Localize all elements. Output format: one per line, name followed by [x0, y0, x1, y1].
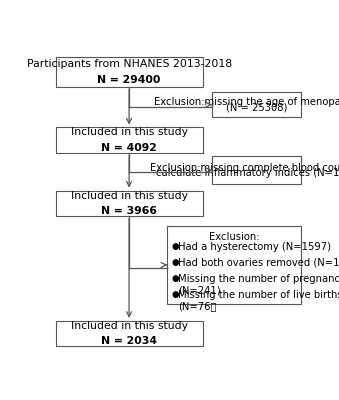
Text: (N = 25308): (N = 25308) — [226, 102, 287, 112]
Text: ●: ● — [171, 258, 179, 267]
FancyBboxPatch shape — [212, 92, 301, 117]
Text: calculate inflammatory indices (N=126): calculate inflammatory indices (N=126) — [157, 168, 339, 178]
FancyBboxPatch shape — [56, 128, 203, 153]
FancyBboxPatch shape — [56, 57, 203, 86]
Text: Missing the number of pregnancies
(N=241): Missing the number of pregnancies (N=241… — [178, 274, 339, 295]
Text: Missing the number of live births
(N=76）: Missing the number of live births (N=76） — [178, 290, 339, 311]
Text: Exclusion:: Exclusion: — [209, 232, 259, 242]
Text: ●: ● — [171, 242, 179, 251]
Text: N = 2034: N = 2034 — [101, 336, 157, 346]
Text: Included in this study: Included in this study — [71, 321, 187, 331]
Text: N = 4092: N = 4092 — [101, 143, 157, 153]
Text: Included in this study: Included in this study — [71, 190, 187, 200]
Text: N = 3966: N = 3966 — [101, 206, 157, 216]
Text: Exclusion:missing the age of menopause: Exclusion:missing the age of menopause — [154, 97, 339, 107]
Text: Participants from NHANES 2013-2018: Participants from NHANES 2013-2018 — [26, 59, 232, 69]
FancyBboxPatch shape — [56, 321, 203, 346]
FancyBboxPatch shape — [56, 191, 203, 216]
Text: ●: ● — [171, 274, 179, 283]
Text: Had both ovaries removed (N=18): Had both ovaries removed (N=18) — [178, 258, 339, 268]
FancyBboxPatch shape — [212, 156, 301, 184]
Text: N = 29400: N = 29400 — [97, 74, 161, 84]
FancyBboxPatch shape — [167, 226, 301, 304]
Text: Included in this study: Included in this study — [71, 127, 187, 137]
Text: ●: ● — [171, 290, 179, 299]
Text: Had a hysterectomy (N=1597): Had a hysterectomy (N=1597) — [178, 242, 331, 252]
Text: Exclusion:missing complete blood count to: Exclusion:missing complete blood count t… — [150, 162, 339, 172]
